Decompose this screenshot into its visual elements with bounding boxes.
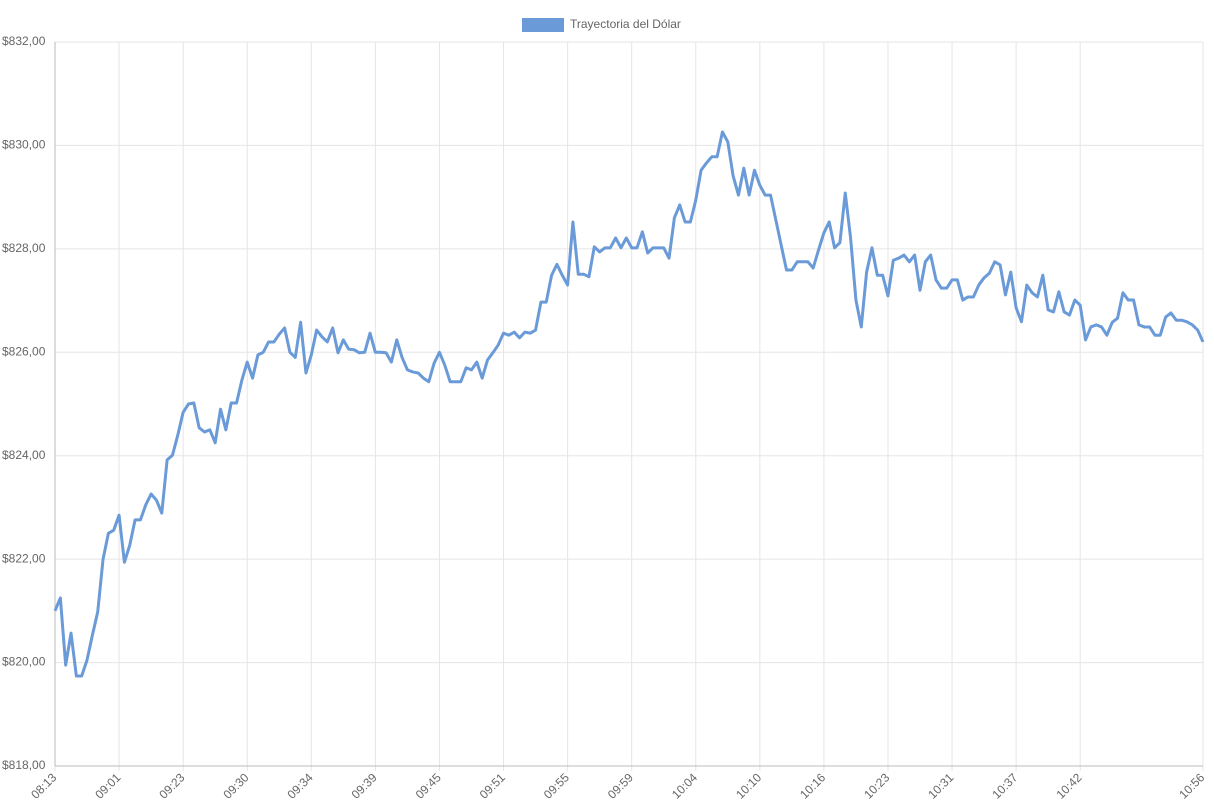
- y-tick-label: $820,00: [2, 655, 46, 669]
- x-tick-label: 10:16: [797, 770, 828, 801]
- x-tick-label: 10:10: [733, 770, 764, 801]
- x-tick-label: 09:01: [92, 770, 123, 801]
- x-tick-label: 09:51: [477, 770, 508, 801]
- y-tick-label: $818,00: [2, 758, 46, 772]
- x-tick-label: 10:37: [989, 770, 1020, 801]
- x-tick-label: 09:45: [413, 770, 444, 801]
- x-tick-label: 09:30: [220, 770, 251, 801]
- y-tick-label: $826,00: [2, 344, 46, 358]
- x-tick-label: 08:13: [28, 770, 59, 801]
- legend-label: Trayectoria del Dólar: [570, 17, 681, 31]
- x-tick-label: 09:55: [541, 770, 572, 801]
- y-tick-label: $824,00: [2, 448, 46, 462]
- x-tick-label: 10:23: [861, 770, 892, 801]
- x-tick-label: 09:23: [156, 770, 187, 801]
- x-tick-label: 10:56: [1176, 770, 1207, 801]
- y-tick-label: $832,00: [2, 34, 46, 48]
- x-tick-label: 09:59: [605, 770, 636, 801]
- y-tick-label: $828,00: [2, 241, 46, 255]
- y-tick-label: $830,00: [2, 138, 46, 152]
- x-tick-label: 10:42: [1053, 770, 1084, 801]
- line: [53, 130, 1205, 678]
- legend-swatch: [522, 18, 564, 32]
- x-tick-label: 10:04: [669, 770, 700, 801]
- x-tick-label: 09:34: [285, 770, 316, 801]
- x-tick-label: 09:39: [349, 770, 380, 801]
- x-tick-label: 10:31: [925, 770, 956, 801]
- y-tick-label: $822,00: [2, 551, 46, 565]
